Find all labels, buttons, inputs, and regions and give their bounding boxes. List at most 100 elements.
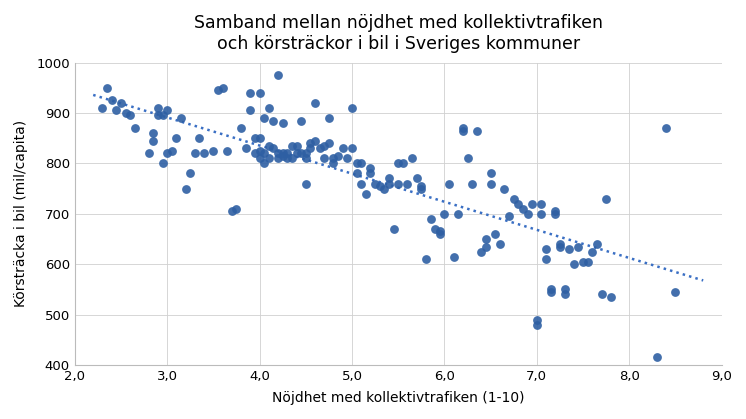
Point [184,170,196,177]
Point [286,142,298,149]
Point [559,291,571,298]
Point [147,137,159,144]
Point [161,150,173,157]
Point [351,160,363,167]
Point [397,160,409,167]
Point [416,185,427,192]
Point [304,145,316,152]
Point [180,185,192,192]
Point [443,180,455,187]
Point [355,160,367,167]
Point [268,145,280,152]
Point [540,246,552,252]
Point [452,210,464,217]
Point [166,147,178,154]
Point [466,180,478,187]
Point [157,112,169,119]
Point [508,195,520,202]
Point [383,180,395,187]
Point [591,241,603,247]
Point [406,155,418,162]
Point [595,291,607,298]
Point [582,258,594,265]
Title: Samband mellan nöjdhet med kollektivtrafiken
och körsträckor i bil i Sveriges ko: Samband mellan nöjdhet med kollektivtraf… [194,14,603,53]
Point [669,289,681,295]
Point [517,205,529,212]
Point [498,185,510,192]
Point [346,145,358,152]
Point [521,210,533,217]
Point [559,286,571,293]
Point [258,150,270,157]
Point [545,286,557,293]
Point [245,107,257,114]
Point [124,112,136,119]
Point [586,248,598,255]
Point [254,90,266,96]
Point [365,170,377,177]
Point [235,125,247,132]
Point [106,97,118,104]
Point [660,125,672,132]
Point [545,289,557,295]
Point [300,155,312,162]
Point [392,180,404,187]
Point [207,147,219,154]
Point [254,147,266,154]
Point [277,150,289,157]
Point [549,210,561,217]
Point [152,112,164,119]
Point [416,183,427,189]
Point [439,210,451,217]
Point [332,153,344,159]
Point [554,243,566,250]
Point [388,225,400,232]
Point [346,105,358,111]
Point [170,135,182,142]
Point [272,72,284,78]
Point [319,155,330,162]
Point [457,127,468,134]
Point [263,142,275,149]
Point [249,150,261,157]
Point [309,100,321,106]
Point [309,137,321,144]
Point [96,105,108,111]
Point [313,145,325,152]
Point [290,150,302,157]
Point [231,205,242,212]
Point [471,127,483,134]
Point [351,170,363,177]
Point [540,256,552,262]
Point [480,235,492,242]
Point [147,130,159,137]
Point [369,180,381,187]
Point [531,321,543,328]
Point [323,140,335,147]
Point [300,180,312,187]
Point [245,90,257,96]
Point [281,150,293,157]
Point [601,195,612,202]
Point [503,213,515,220]
Point [383,175,395,182]
Point [239,145,251,152]
Point [175,115,187,122]
Point [605,294,617,300]
Point [554,241,566,247]
Point [226,208,238,215]
Point [300,150,312,157]
Point [212,87,224,93]
Point [420,256,432,262]
Point [115,100,127,106]
Point [336,145,348,152]
X-axis label: Nöjdhet med kollektivtrafiken (1-10): Nöjdhet med kollektivtrafiken (1-10) [272,391,524,405]
Point [272,150,284,157]
Point [342,155,354,162]
Point [651,354,663,361]
Point [101,84,113,91]
Point [110,107,122,114]
Point [434,230,446,237]
Point [327,160,339,167]
Point [258,160,270,167]
